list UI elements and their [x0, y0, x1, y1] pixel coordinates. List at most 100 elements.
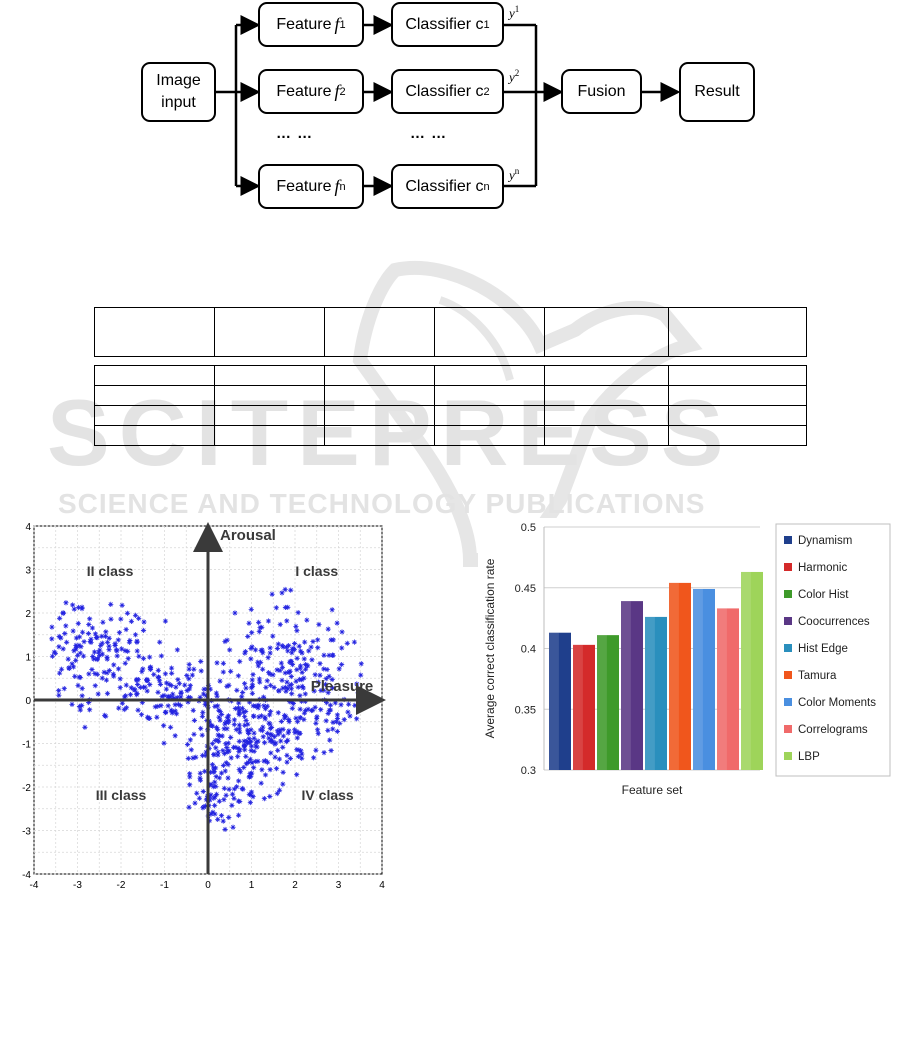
data-point — [248, 645, 254, 652]
legend-entry: Correlograms — [798, 724, 868, 736]
data-point — [200, 788, 206, 795]
data-point — [228, 755, 234, 761]
table-cell — [433, 425, 545, 446]
data-point — [169, 670, 175, 676]
data-point — [193, 754, 199, 760]
data-point — [103, 629, 109, 635]
table-cell — [543, 307, 670, 357]
data-point — [259, 624, 265, 630]
data-point — [119, 700, 125, 706]
data-point — [208, 792, 214, 798]
data-point — [328, 747, 334, 754]
y-tick-label: 4 — [25, 522, 31, 533]
data-point — [304, 617, 310, 623]
data-point — [191, 717, 198, 724]
data-point — [220, 762, 227, 769]
x-tick-label: -2 — [117, 880, 126, 888]
data-point — [99, 633, 105, 639]
data-point — [294, 747, 300, 753]
bar-color-hist — [597, 635, 619, 770]
data-point — [278, 660, 284, 666]
data-point — [62, 630, 68, 637]
data-point — [172, 702, 178, 708]
data-point — [325, 690, 331, 696]
data-point — [327, 737, 333, 743]
data-point — [139, 699, 145, 706]
data-point — [98, 642, 104, 648]
data-point — [157, 639, 163, 645]
feature-box-2: Feature f 2 — [258, 69, 364, 114]
data-point — [110, 671, 116, 677]
data-point — [225, 748, 231, 754]
pleasure-label: Pleasure — [311, 678, 374, 695]
data-point — [72, 673, 78, 680]
data-point — [236, 722, 242, 728]
data-point — [227, 647, 233, 653]
data-point — [268, 750, 274, 756]
data-point — [232, 705, 238, 712]
bar-highlight — [573, 644, 583, 770]
data-point — [338, 702, 344, 708]
data-point — [174, 647, 180, 653]
data-point — [136, 615, 142, 621]
data-point — [63, 623, 69, 629]
x-tick-label: 3 — [336, 880, 342, 888]
data-point — [279, 664, 286, 671]
bar-color-moments — [693, 588, 715, 770]
table-row — [94, 405, 807, 426]
data-point — [315, 731, 321, 737]
data-point — [162, 709, 169, 716]
data-point — [285, 648, 291, 654]
data-point — [106, 647, 112, 653]
legend-swatch — [784, 644, 792, 652]
data-point — [225, 713, 232, 719]
data-point — [140, 655, 147, 662]
data-point — [134, 648, 140, 654]
bar-tamura — [669, 582, 691, 770]
data-point — [165, 703, 171, 709]
data-point — [246, 740, 252, 746]
data-point — [214, 660, 220, 666]
data-point — [258, 659, 264, 665]
data-point — [337, 720, 343, 726]
data-point — [253, 743, 259, 749]
data-point — [114, 653, 120, 659]
data-point — [330, 685, 336, 691]
data-point — [73, 644, 79, 651]
table-cell — [213, 405, 325, 426]
data-point — [275, 747, 281, 753]
data-point — [222, 638, 228, 645]
data-point — [104, 639, 111, 645]
data-point — [216, 714, 222, 720]
data-point — [79, 702, 85, 709]
data-point — [255, 738, 261, 744]
data-point — [224, 683, 230, 689]
data-point — [242, 650, 248, 656]
data-point — [323, 718, 329, 724]
data-point — [151, 671, 157, 678]
data-point — [269, 732, 275, 738]
data-point — [248, 789, 255, 795]
data-point — [202, 698, 209, 705]
data-point — [215, 816, 221, 822]
y-tick-label: -1 — [22, 740, 31, 751]
data-point — [262, 772, 269, 778]
data-point — [271, 684, 277, 691]
data-point — [228, 668, 234, 674]
data-point — [235, 798, 242, 804]
data-point — [73, 635, 80, 641]
data-point — [294, 735, 300, 741]
data-point — [166, 681, 172, 687]
data-point — [192, 800, 198, 806]
data-point — [289, 705, 295, 711]
data-point — [279, 590, 285, 596]
data-point — [235, 745, 241, 751]
data-point — [200, 691, 207, 697]
data-point — [237, 658, 243, 665]
data-point — [57, 670, 63, 676]
data-point — [202, 702, 208, 708]
data-point — [309, 657, 315, 663]
table-row — [94, 365, 807, 386]
table-cell — [94, 425, 215, 446]
data-point — [302, 707, 309, 713]
